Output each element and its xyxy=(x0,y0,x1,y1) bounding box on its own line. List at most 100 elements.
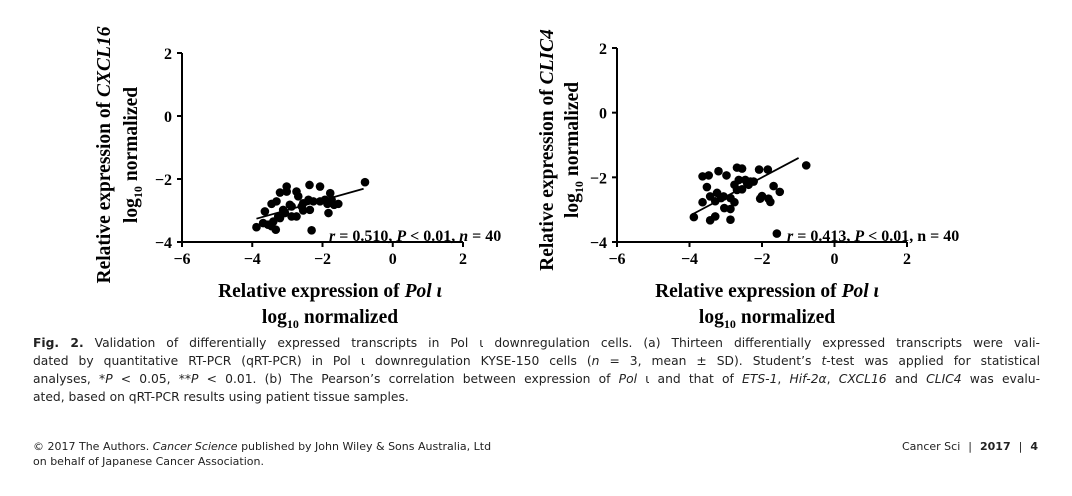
figure-2b: −6 −4 −2 0 220−2−4 r = 0.510, P < 0.01, n = 4… xyxy=(94,26,959,330)
correlation-annotation: r = 0.510, P < 0.01, n = 40 xyxy=(329,228,501,245)
text-span: P xyxy=(105,372,113,386)
data-point xyxy=(292,212,301,221)
data-point xyxy=(269,217,278,226)
text-span: analyses, * xyxy=(33,372,106,386)
text-span: Validation of differentially expressed t… xyxy=(83,336,1040,350)
text-span: Hif-2α xyxy=(789,372,827,386)
y-tick-label: −2 xyxy=(590,170,607,187)
data-point xyxy=(260,207,270,216)
data-point xyxy=(325,188,335,198)
data-point xyxy=(737,164,747,173)
data-point xyxy=(714,166,723,176)
x-tick-label: −2 xyxy=(314,251,331,268)
y-tick-label: −2 xyxy=(155,172,172,189)
text-line: dated by quantitative RT-PCR (qRT-PCR) i… xyxy=(33,352,1040,370)
x-axis-label-line2: log10 normalized xyxy=(699,307,835,330)
data-point xyxy=(754,165,764,174)
text-span: CLIC4 xyxy=(926,372,962,386)
x-axis-label-line2: log10 normalized xyxy=(262,307,398,330)
text-span: < 0.01. (b) The Pearson’s correlation be… xyxy=(198,372,619,386)
year: 2017 xyxy=(980,440,1011,453)
data-point xyxy=(712,188,722,198)
data-point xyxy=(766,197,775,207)
data-point xyxy=(698,197,707,207)
x-tick-label: −6 xyxy=(173,251,190,268)
svg-text:Relative expression of CXCL16: Relative expression of CXCL16 xyxy=(94,26,115,283)
text-span: t xyxy=(821,354,827,368)
data-point xyxy=(704,171,714,180)
data-point xyxy=(305,180,314,190)
data-point xyxy=(689,212,699,222)
y-tick-label: −4 xyxy=(590,235,607,252)
text-span: CXCL16 xyxy=(838,372,887,386)
y-tick-label: 2 xyxy=(164,46,172,63)
text-line: on behalf of Japanese Cancer Association… xyxy=(33,454,491,469)
data-point xyxy=(285,200,295,210)
regression-line xyxy=(691,157,800,216)
text-span: published by John Wiley & Sons Australia… xyxy=(237,440,492,453)
text-line: © 2017 The Authors. Cancer Science publi… xyxy=(33,439,491,454)
y-tick-label: −4 xyxy=(155,235,172,252)
regression-line xyxy=(256,187,364,220)
y-tick-label: 0 xyxy=(599,106,607,123)
text-line: Fig. 2. Validation of differentially exp… xyxy=(33,334,1040,352)
x-tick-label: −6 xyxy=(608,251,625,268)
figure-caption: Fig. 2. Validation of differentially exp… xyxy=(33,334,1040,406)
y-tick-label: 0 xyxy=(164,109,172,126)
y-axis-label: Relative expression of CXCL16 log10normal… xyxy=(94,26,145,283)
x-tick-label: −4 xyxy=(681,251,698,268)
data-point xyxy=(772,229,782,238)
data-point xyxy=(726,215,735,224)
data-point xyxy=(702,182,712,192)
data-point xyxy=(801,161,811,170)
y-tick-label: 2 xyxy=(599,41,607,58)
scatter-chart-2: −6 −4 −2 0 220−2−4 r = 0.413, P < 0.01, n = 4… xyxy=(537,29,959,330)
x-axis-label: Relative expression of Pol ι xyxy=(655,281,879,302)
svg-text:log10normalized: log10normalized xyxy=(121,87,145,223)
text-span: Pol xyxy=(618,372,638,386)
text-span: Cancer Science xyxy=(152,440,238,453)
text-span: Fig. 2. xyxy=(33,336,84,350)
text-span: P xyxy=(191,372,199,386)
text-span: < 0.05, ** xyxy=(112,372,192,386)
x-tick-label: 0 xyxy=(831,251,839,268)
data-point xyxy=(334,199,343,209)
page-number: 4 xyxy=(1030,440,1038,453)
journal-name: Cancer Sci xyxy=(901,440,961,453)
x-tick-label: 2 xyxy=(459,251,467,268)
data-point xyxy=(763,165,773,174)
text-span: , xyxy=(826,372,839,386)
text-span: ETS-1 xyxy=(742,372,778,386)
text-span: was evalu- xyxy=(961,372,1041,386)
text-span: ated, based on qRT-PCR results using pat… xyxy=(33,390,409,404)
text-line: ated, based on qRT-PCR results using pat… xyxy=(33,388,1040,406)
data-point xyxy=(275,188,285,197)
data-point xyxy=(775,187,785,197)
data-point xyxy=(271,225,281,235)
text-span: © 2017 The Authors. xyxy=(33,440,153,453)
x-tick-label: 0 xyxy=(389,251,397,268)
data-point xyxy=(722,171,731,180)
x-axis-label: Relative expression of Pol ι xyxy=(218,281,442,302)
text-span: ι and that of xyxy=(637,372,743,386)
text-span: dated by quantitative RT-PCR (qRT-PCR) i… xyxy=(33,354,592,368)
data-point xyxy=(252,222,261,232)
y-axis-label: Relative expression of CLIC4log10normali… xyxy=(537,29,586,271)
data-point xyxy=(734,175,744,185)
x-tick-label: −4 xyxy=(244,251,261,268)
data-point xyxy=(305,205,315,215)
data-point xyxy=(710,212,720,221)
text-span: -test was applied for statistical xyxy=(826,354,1040,368)
data-point xyxy=(307,226,316,235)
data-point xyxy=(324,208,333,218)
data-point xyxy=(315,182,325,191)
text-span: and xyxy=(886,372,927,386)
svg-text:log10normalized: log10normalized xyxy=(562,82,586,218)
data-point xyxy=(272,197,281,206)
x-tick-label: 2 xyxy=(903,251,911,268)
text-span: on behalf of Japanese Cancer Association… xyxy=(33,455,264,468)
data-point xyxy=(757,191,767,201)
copyright-notice: © 2017 The Authors. Cancer Science publi… xyxy=(33,439,491,469)
data-point xyxy=(769,181,778,191)
running-footer: Cancer Sci | 2017 | 4 xyxy=(902,439,1038,454)
